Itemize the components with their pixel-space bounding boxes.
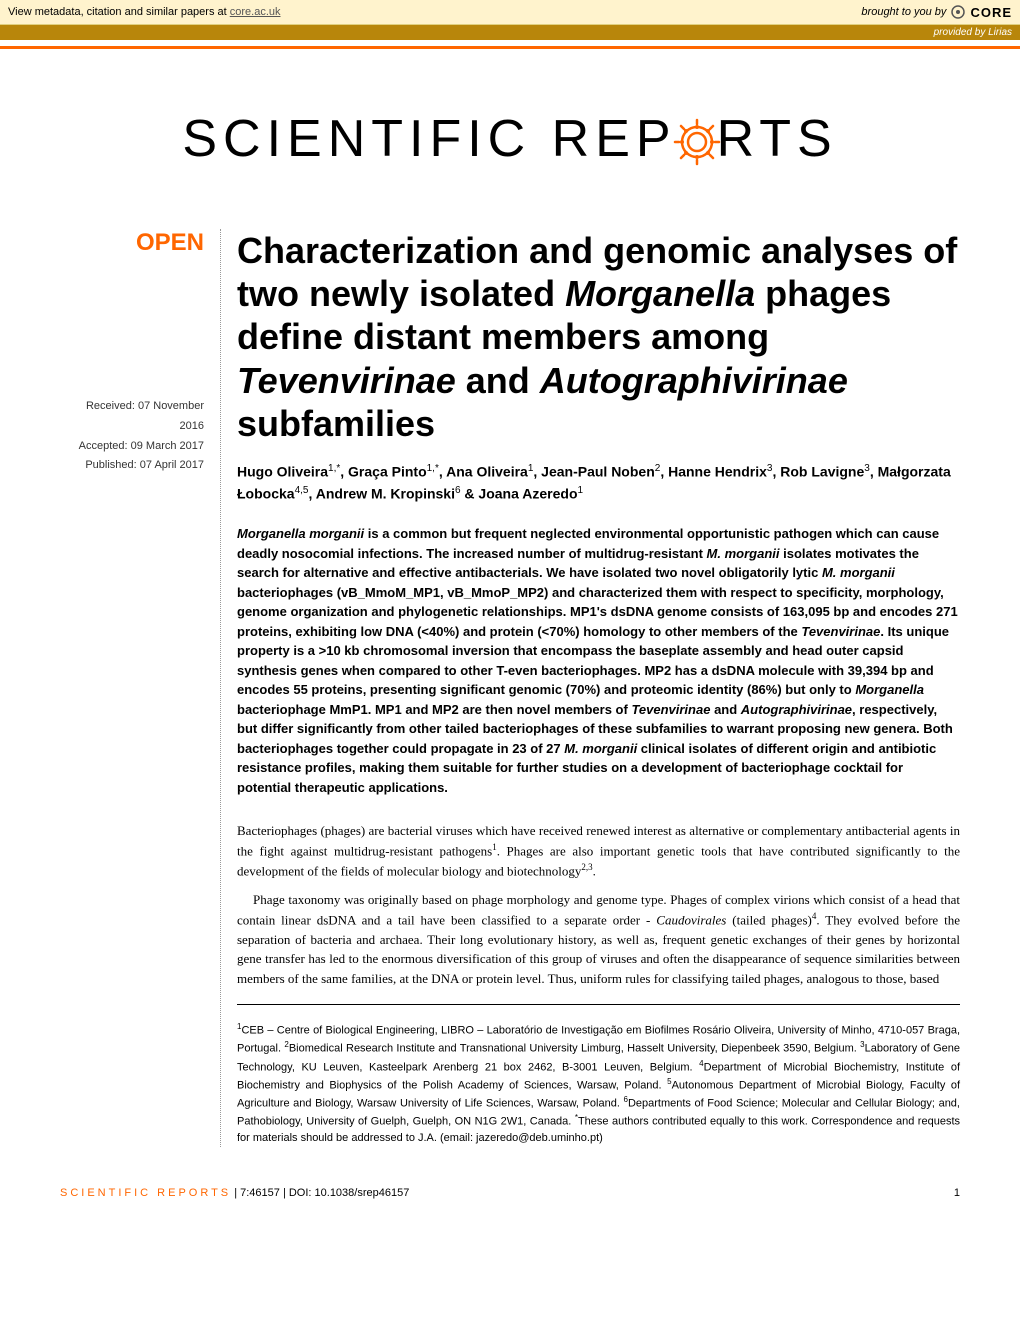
right-column: Characterization and genomic analyses of… [220, 229, 960, 1147]
logo-part2: REP [552, 110, 677, 168]
core-icon [950, 4, 966, 20]
logo-part1: SCIENTIFIC [182, 110, 551, 168]
footer-journal-name: SCIENTIFIC REPORTS [60, 1187, 231, 1199]
publication-dates: Received: 07 November 2016 Accepted: 09 … [60, 397, 204, 476]
metadata-text: View metadata, citation and similar pape… [8, 6, 281, 18]
author-list: Hugo Oliveira1,*, Graça Pinto1,*, Ana Ol… [237, 461, 960, 504]
article-title: Characterization and genomic analyses of… [237, 229, 960, 445]
journal-logo: SCIENTIFIC REP RTS [60, 109, 960, 169]
affiliation-rule [237, 1004, 960, 1005]
accepted-date: Accepted: 09 March 2017 [60, 437, 204, 457]
logo-part3: RTS [717, 110, 838, 168]
core-badge: brought to you by CORE [861, 4, 1012, 20]
page-content: SCIENTIFIC REP RTS OPEN Received: 07 Nove… [0, 49, 1020, 1177]
brought-by-text: brought to you by [861, 6, 946, 18]
body-paragraph-2: Phage taxonomy was originally based on p… [237, 890, 960, 988]
metadata-bar: View metadata, citation and similar pape… [0, 0, 1020, 25]
left-column: OPEN Received: 07 November 2016 Accepted… [60, 229, 220, 1147]
core-link[interactable]: core.ac.uk [230, 6, 281, 18]
two-column-content: OPEN Received: 07 November 2016 Accepted… [60, 229, 960, 1147]
published-date: Published: 07 April 2017 [60, 456, 204, 476]
page-number: 1 [954, 1187, 960, 1199]
provided-by-bar: provided by Lirias [0, 25, 1020, 40]
body-paragraph-1: Bacteriophages (phages) are bacterial vi… [237, 821, 960, 880]
affiliations: 1CEB – Centre of Biological Engineering,… [237, 1021, 960, 1146]
received-date: Received: 07 November 2016 [60, 397, 204, 437]
metadata-prefix: View metadata, citation and similar pape… [8, 6, 230, 18]
core-logo-text: CORE [970, 5, 1012, 20]
page-footer: SCIENTIFIC REPORTS | 7:46157 | DOI: 10.1… [0, 1177, 1020, 1219]
abstract: Morganella morganii is a common but freq… [237, 524, 960, 797]
open-access-badge: OPEN [60, 229, 204, 257]
footer-doi: | 7:46157 | DOI: 10.1038/srep46157 [231, 1187, 409, 1199]
footer-citation: SCIENTIFIC REPORTS | 7:46157 | DOI: 10.1… [60, 1187, 409, 1199]
gear-icon [673, 118, 721, 166]
